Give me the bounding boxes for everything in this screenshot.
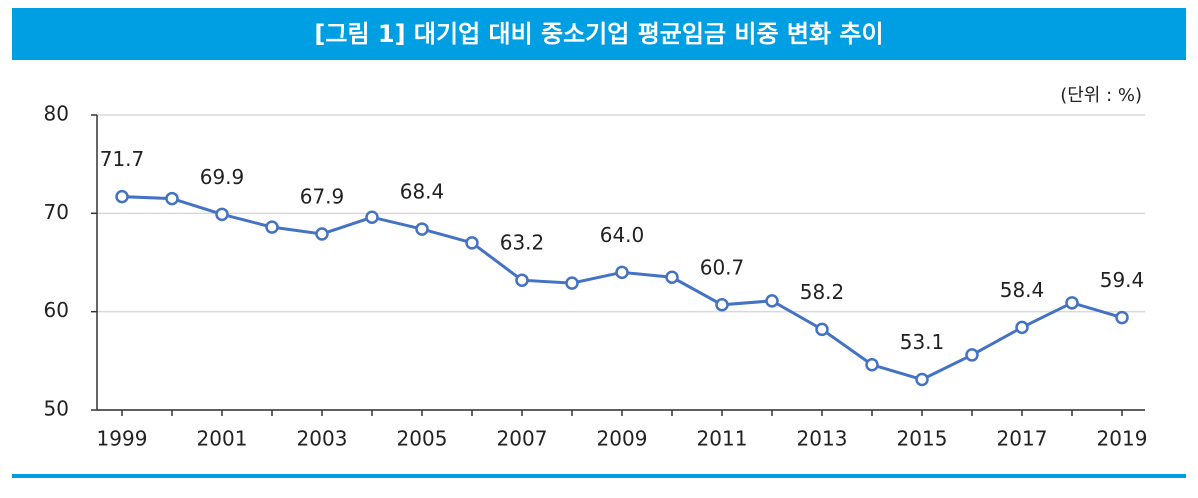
marker <box>915 372 929 387</box>
data-label: 63.2 <box>500 231 545 255</box>
x-tick-label: 2017 <box>997 427 1048 451</box>
x-tick-label: 2013 <box>797 427 848 451</box>
data-label: 59.4 <box>1100 268 1145 292</box>
x-tick-label: 2011 <box>697 427 748 451</box>
marker <box>1115 310 1129 325</box>
marker <box>665 270 679 284</box>
bottom-rule <box>12 474 1186 478</box>
data-label: 64.0 <box>600 223 645 247</box>
x-tick-label: 2007 <box>497 427 548 451</box>
x-tick-label: 2015 <box>897 427 948 451</box>
y-tick-label: 70 <box>44 200 69 224</box>
x-tick-label: 2001 <box>197 427 248 451</box>
marker <box>615 265 629 280</box>
marker <box>465 236 479 250</box>
marker <box>1015 320 1029 335</box>
marker <box>565 276 579 290</box>
marker <box>1065 296 1079 310</box>
marker <box>165 191 179 206</box>
marker <box>215 207 229 222</box>
marker <box>765 294 779 308</box>
unit-note: (단위 : %) <box>1060 85 1142 106</box>
marker <box>115 189 129 204</box>
y-tick-label: 50 <box>44 397 69 421</box>
x-tick-label: 2005 <box>397 427 448 451</box>
marker <box>315 227 329 241</box>
marker <box>865 358 879 372</box>
marker <box>815 322 829 337</box>
data-label: 53.1 <box>900 330 945 354</box>
data-label: 71.7 <box>100 147 145 171</box>
y-tick-label: 80 <box>44 102 69 126</box>
y-tick-label: 60 <box>44 298 69 322</box>
x-tick-label: 2019 <box>1097 427 1148 451</box>
data-label: 58.2 <box>800 280 845 304</box>
chart-title: [그림 1] 대기업 대비 중소기업 평균임금 비중 변화 추이 <box>314 20 883 48</box>
x-tick-label: 2003 <box>297 427 348 451</box>
data-label: 69.9 <box>200 165 245 189</box>
data-label: 60.7 <box>700 255 745 279</box>
marker <box>415 222 429 236</box>
marker <box>265 220 279 234</box>
marker <box>365 210 379 225</box>
marker <box>715 298 729 312</box>
title-bar <box>12 8 1186 60</box>
data-label: 67.9 <box>300 184 345 208</box>
x-tick-label: 1999 <box>97 427 148 451</box>
x-tick-label: 2009 <box>597 427 648 451</box>
data-label: 58.4 <box>1000 278 1045 302</box>
data-label: 68.4 <box>400 180 445 204</box>
marker <box>965 348 979 362</box>
marker <box>515 273 529 287</box>
